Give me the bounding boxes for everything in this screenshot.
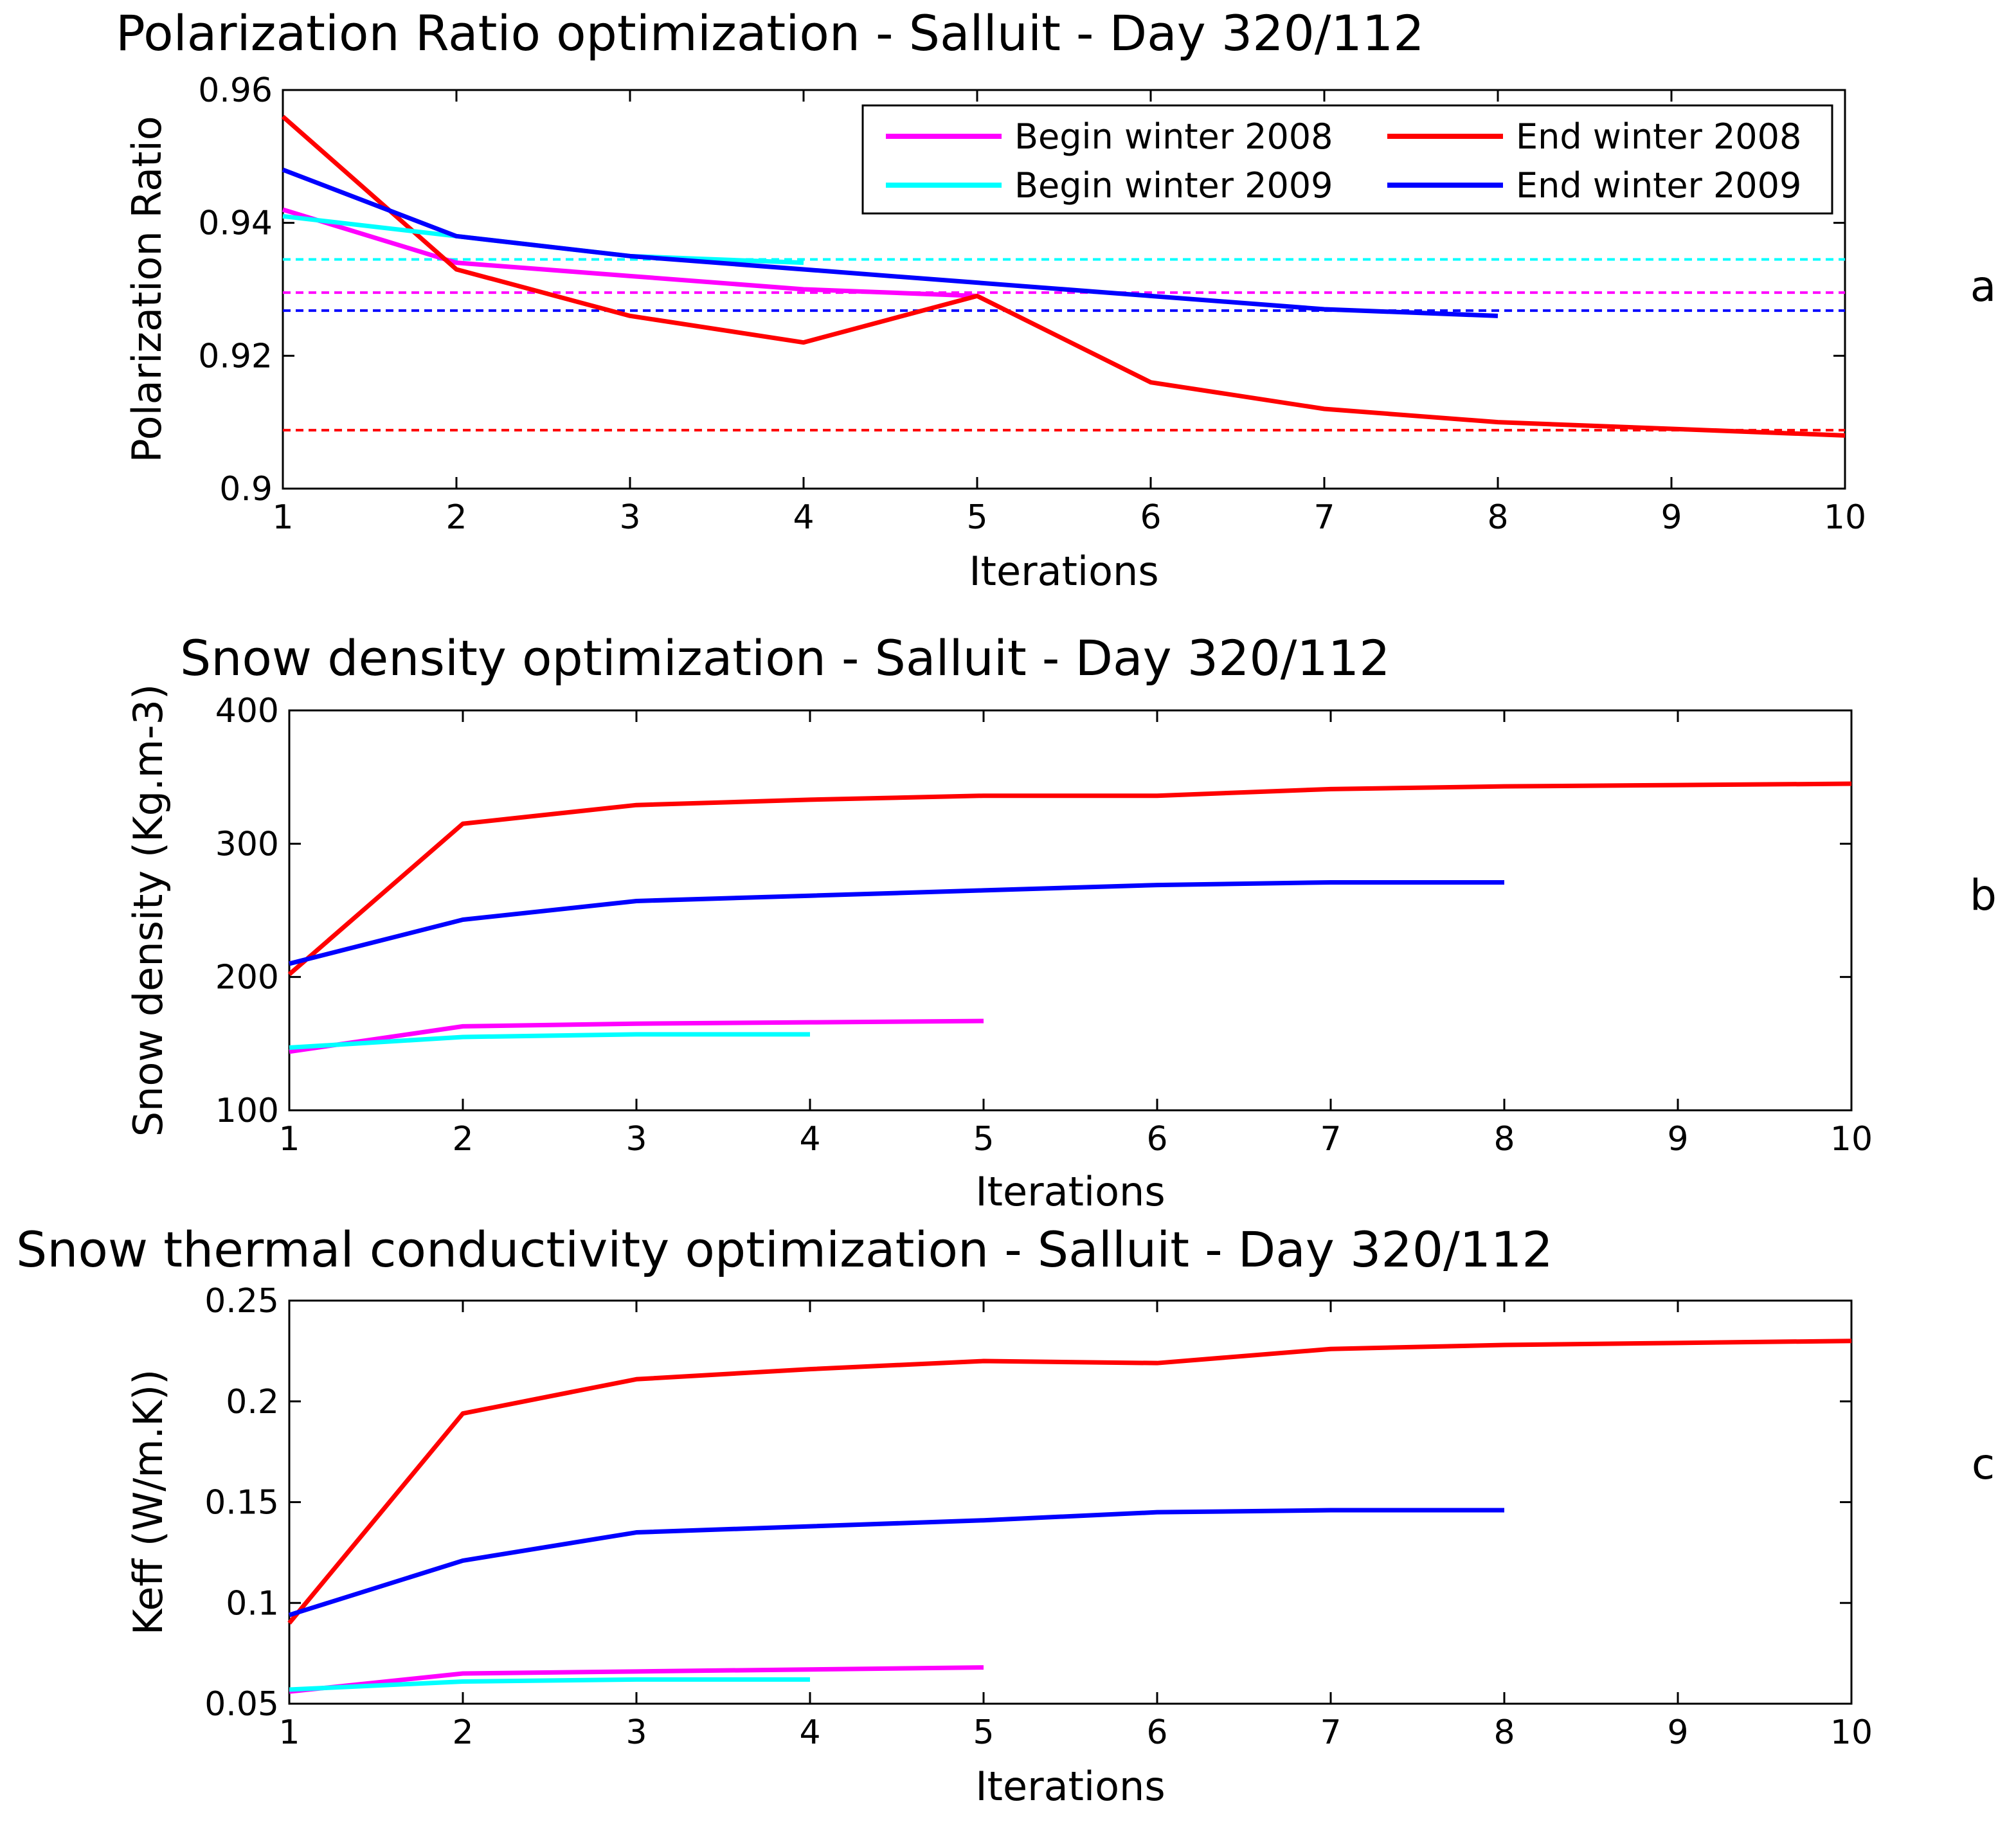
x-tick-label: 9 bbox=[1667, 1713, 1688, 1752]
x-tick-label: 10 bbox=[1830, 1120, 1873, 1159]
x-tick-label: 4 bbox=[799, 1120, 820, 1159]
series-line-end-winter-2008 bbox=[287, 781, 1852, 977]
x-tick-label: 10 bbox=[1824, 498, 1866, 537]
plot-area bbox=[288, 709, 1853, 1112]
chart-title: Polarization Ratio optimization - Sallui… bbox=[116, 5, 1425, 62]
x-tick-label: 2 bbox=[452, 1120, 473, 1159]
legend-box bbox=[861, 104, 1833, 215]
y-tick-label: 300 bbox=[215, 825, 279, 863]
chart-title: Snow thermal conductivity optimization -… bbox=[16, 1221, 1553, 1278]
x-tick-label: 5 bbox=[966, 498, 987, 537]
y-tick-label: 0.96 bbox=[198, 71, 273, 110]
y-tick-label: 0.05 bbox=[204, 1685, 279, 1724]
series-line-begin-winter-2009 bbox=[289, 1032, 810, 1051]
chart-title: Snow density optimization - Salluit - Da… bbox=[180, 629, 1390, 687]
x-tick-label: 1 bbox=[272, 498, 293, 537]
y-tick-label: 200 bbox=[215, 959, 279, 997]
x-tick-label: 2 bbox=[452, 1713, 473, 1752]
panel-letter-b: b bbox=[1970, 870, 1997, 920]
x-tick-label: 4 bbox=[793, 498, 814, 537]
series-line-end-winter-2009 bbox=[288, 1508, 1504, 1618]
x-axis-label: Iterations bbox=[969, 548, 1158, 595]
y-tick-label: 0.94 bbox=[198, 204, 273, 243]
y-tick-label: 100 bbox=[215, 1092, 279, 1130]
x-tick-label: 8 bbox=[1493, 1120, 1515, 1159]
y-axis-label: Snow density (Kg.m-3) bbox=[125, 684, 172, 1137]
series-line-end-winter-2009 bbox=[282, 167, 1498, 318]
series-line-begin-winter-2008 bbox=[282, 207, 978, 298]
legend-label-end-winter-2008: End winter 2008 bbox=[1516, 116, 1801, 157]
x-tick-label: 3 bbox=[619, 498, 640, 537]
y-tick-label: 0.25 bbox=[204, 1282, 279, 1321]
panel-letter-c: c bbox=[1972, 1439, 1995, 1489]
series-line-begin-winter-2008 bbox=[289, 1018, 984, 1054]
legend-label-begin-winter-2008: Begin winter 2008 bbox=[1014, 116, 1333, 157]
x-tick-label: 1 bbox=[278, 1120, 300, 1159]
x-tick-label: 2 bbox=[446, 498, 467, 537]
x-tick-label: 3 bbox=[626, 1713, 647, 1752]
x-tick-label: 3 bbox=[626, 1120, 647, 1159]
x-tick-label: 8 bbox=[1493, 1713, 1515, 1752]
x-tick-label: 7 bbox=[1320, 1713, 1341, 1752]
legend: Begin winter 2008 End winter 2008 Begin wi… bbox=[861, 104, 1833, 215]
series-line-end-winter-2008 bbox=[287, 1339, 1852, 1625]
x-tick-label: 7 bbox=[1313, 498, 1335, 537]
legend-label-end-winter-2009: End winter 2009 bbox=[1516, 165, 1801, 206]
y-tick-label: 0.92 bbox=[198, 337, 273, 375]
x-tick-label: 1 bbox=[278, 1713, 300, 1752]
x-tick-label: 9 bbox=[1667, 1120, 1688, 1159]
x-tick-label: 5 bbox=[973, 1120, 994, 1159]
series-line-begin-winter-2008 bbox=[289, 1665, 984, 1694]
y-axis-label: Keff (W/m.K)) bbox=[125, 1369, 172, 1636]
x-tick-label: 8 bbox=[1487, 498, 1508, 537]
panel-letter-a: a bbox=[1970, 262, 1996, 311]
x-tick-label: 6 bbox=[1140, 498, 1161, 537]
y-tick-label: 400 bbox=[215, 692, 279, 730]
plot-area bbox=[288, 1299, 1853, 1705]
y-tick-label: 0.9 bbox=[219, 470, 273, 509]
y-tick-label: 0.15 bbox=[204, 1484, 279, 1522]
x-axis-label: Iterations bbox=[975, 1168, 1165, 1215]
legend-label-begin-winter-2009: Begin winter 2009 bbox=[1014, 165, 1333, 206]
series-line-end-winter-2008 bbox=[281, 114, 1846, 438]
series-line-begin-winter-2009 bbox=[289, 1677, 810, 1692]
x-tick-label: 9 bbox=[1661, 498, 1682, 537]
x-tick-label: 6 bbox=[1146, 1120, 1167, 1159]
chart-panel-b: Snow density optimization - Salluit - Da… bbox=[125, 629, 1873, 1215]
x-tick-label: 10 bbox=[1830, 1713, 1873, 1752]
x-tick-label: 6 bbox=[1146, 1713, 1167, 1752]
y-tick-label: 0.1 bbox=[226, 1584, 279, 1623]
chart-panel-a: Polarization Ratio optimization - Sallui… bbox=[116, 5, 1866, 595]
x-tick-label: 7 bbox=[1320, 1120, 1341, 1159]
x-tick-label: 5 bbox=[973, 1713, 994, 1752]
x-axis-label: Iterations bbox=[975, 1763, 1165, 1810]
y-axis-label: Polarization Ratio bbox=[123, 116, 170, 462]
y-tick-label: 0.2 bbox=[226, 1383, 279, 1421]
x-tick-label: 4 bbox=[799, 1713, 820, 1752]
series-line-end-winter-2009 bbox=[289, 879, 1504, 966]
chart-panel-c: Snow thermal conductivity optimization -… bbox=[16, 1221, 1873, 1810]
